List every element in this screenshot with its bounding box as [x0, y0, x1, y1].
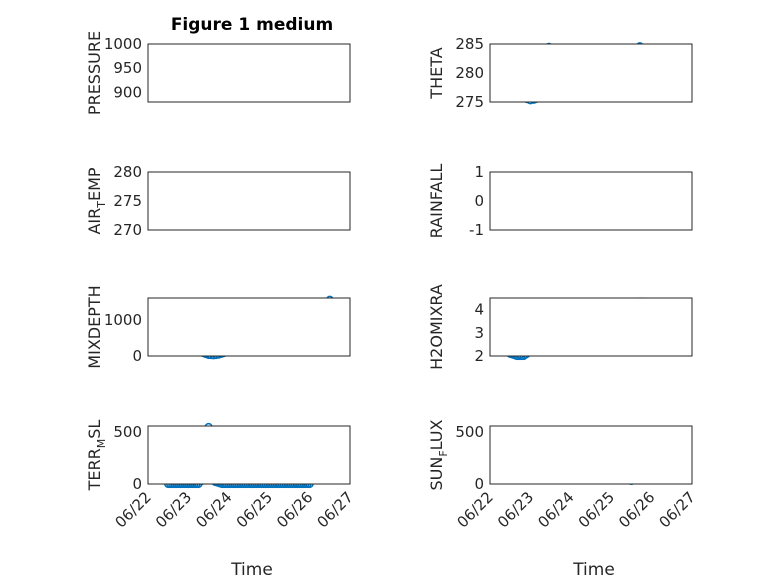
rainfall-y-axis-label: RAINFALL: [427, 164, 446, 239]
h2omixra-y-axis-label: H2OMIXRA: [427, 284, 446, 370]
air-temp-y-tick-label: 275: [113, 192, 142, 210]
x-axis-label-left: Time: [230, 560, 273, 580]
rainfall-y-tick-label: 1: [474, 163, 484, 181]
h2omixra-y-tick-label: 3: [474, 324, 484, 342]
theta-y-tick-label: 280: [455, 64, 484, 82]
sun-flux-axes-box: [489, 425, 693, 485]
sun-flux-y-tick-label: 500: [455, 423, 484, 441]
terr-msl-y-axis-label: TERRMSL: [85, 420, 108, 492]
x-axis-label-right: Time: [572, 560, 615, 580]
rainfall-axes-box: [489, 171, 693, 231]
h2omixra-axes-box: [489, 297, 693, 357]
air-temp-y-axis-label: AIRTEMP: [85, 167, 108, 234]
theta-y-tick-label: 275: [455, 93, 484, 111]
pressure-y-axis-label: PRESSURE: [85, 31, 104, 115]
theta-axes-box: [489, 43, 693, 103]
pressure-y-tick-label: 900: [113, 83, 142, 101]
air-temp-y-tick-label: 270: [113, 221, 142, 239]
h2omixra-y-tick-label: 4: [474, 301, 484, 319]
terr-msl-y-tick-label: 500: [113, 423, 142, 441]
subplot-rainfall: -1 0 1 RAINFALL: [427, 163, 693, 239]
pressure-axes-box: [147, 43, 351, 103]
mixdepth-y-tick-label: 0: [132, 347, 142, 365]
rainfall-y-tick-label: -1: [469, 221, 484, 239]
air-temp-y-tick-label: 280: [113, 163, 142, 181]
theta-y-axis-label: THETA: [427, 47, 446, 99]
sun-flux-y-axis-label: SUNFLUX: [427, 419, 450, 490]
sun-flux-y-tick-label: 0: [474, 475, 484, 493]
terr-msl-y-tick-label: 0: [132, 475, 142, 493]
subplot-air-temp: 270 275 280 AIRTEMP: [85, 163, 351, 239]
rainfall-y-tick-label: 0: [474, 192, 484, 210]
pressure-y-tick-label: 1000: [104, 35, 142, 53]
pressure-y-tick-label: 950: [113, 59, 142, 77]
air-temp-axes-box: [147, 171, 351, 231]
figure-title: Figure 1 medium: [171, 15, 333, 35]
subplot-h2omixra: 2 3 4 H2OMIXRA: [427, 284, 693, 370]
theta-y-tick-label: 285: [455, 35, 484, 53]
mixdepth-y-axis-label: MIXDEPTH: [85, 285, 104, 368]
mixdepth-y-tick-label: 1000: [104, 311, 142, 329]
terr-msl-axes-box: [147, 425, 351, 485]
mixdepth-axes-box: [147, 297, 351, 357]
subplot-theta: 275 280 285 THETA: [427, 35, 693, 111]
h2omixra-y-tick-label: 2: [474, 347, 484, 365]
